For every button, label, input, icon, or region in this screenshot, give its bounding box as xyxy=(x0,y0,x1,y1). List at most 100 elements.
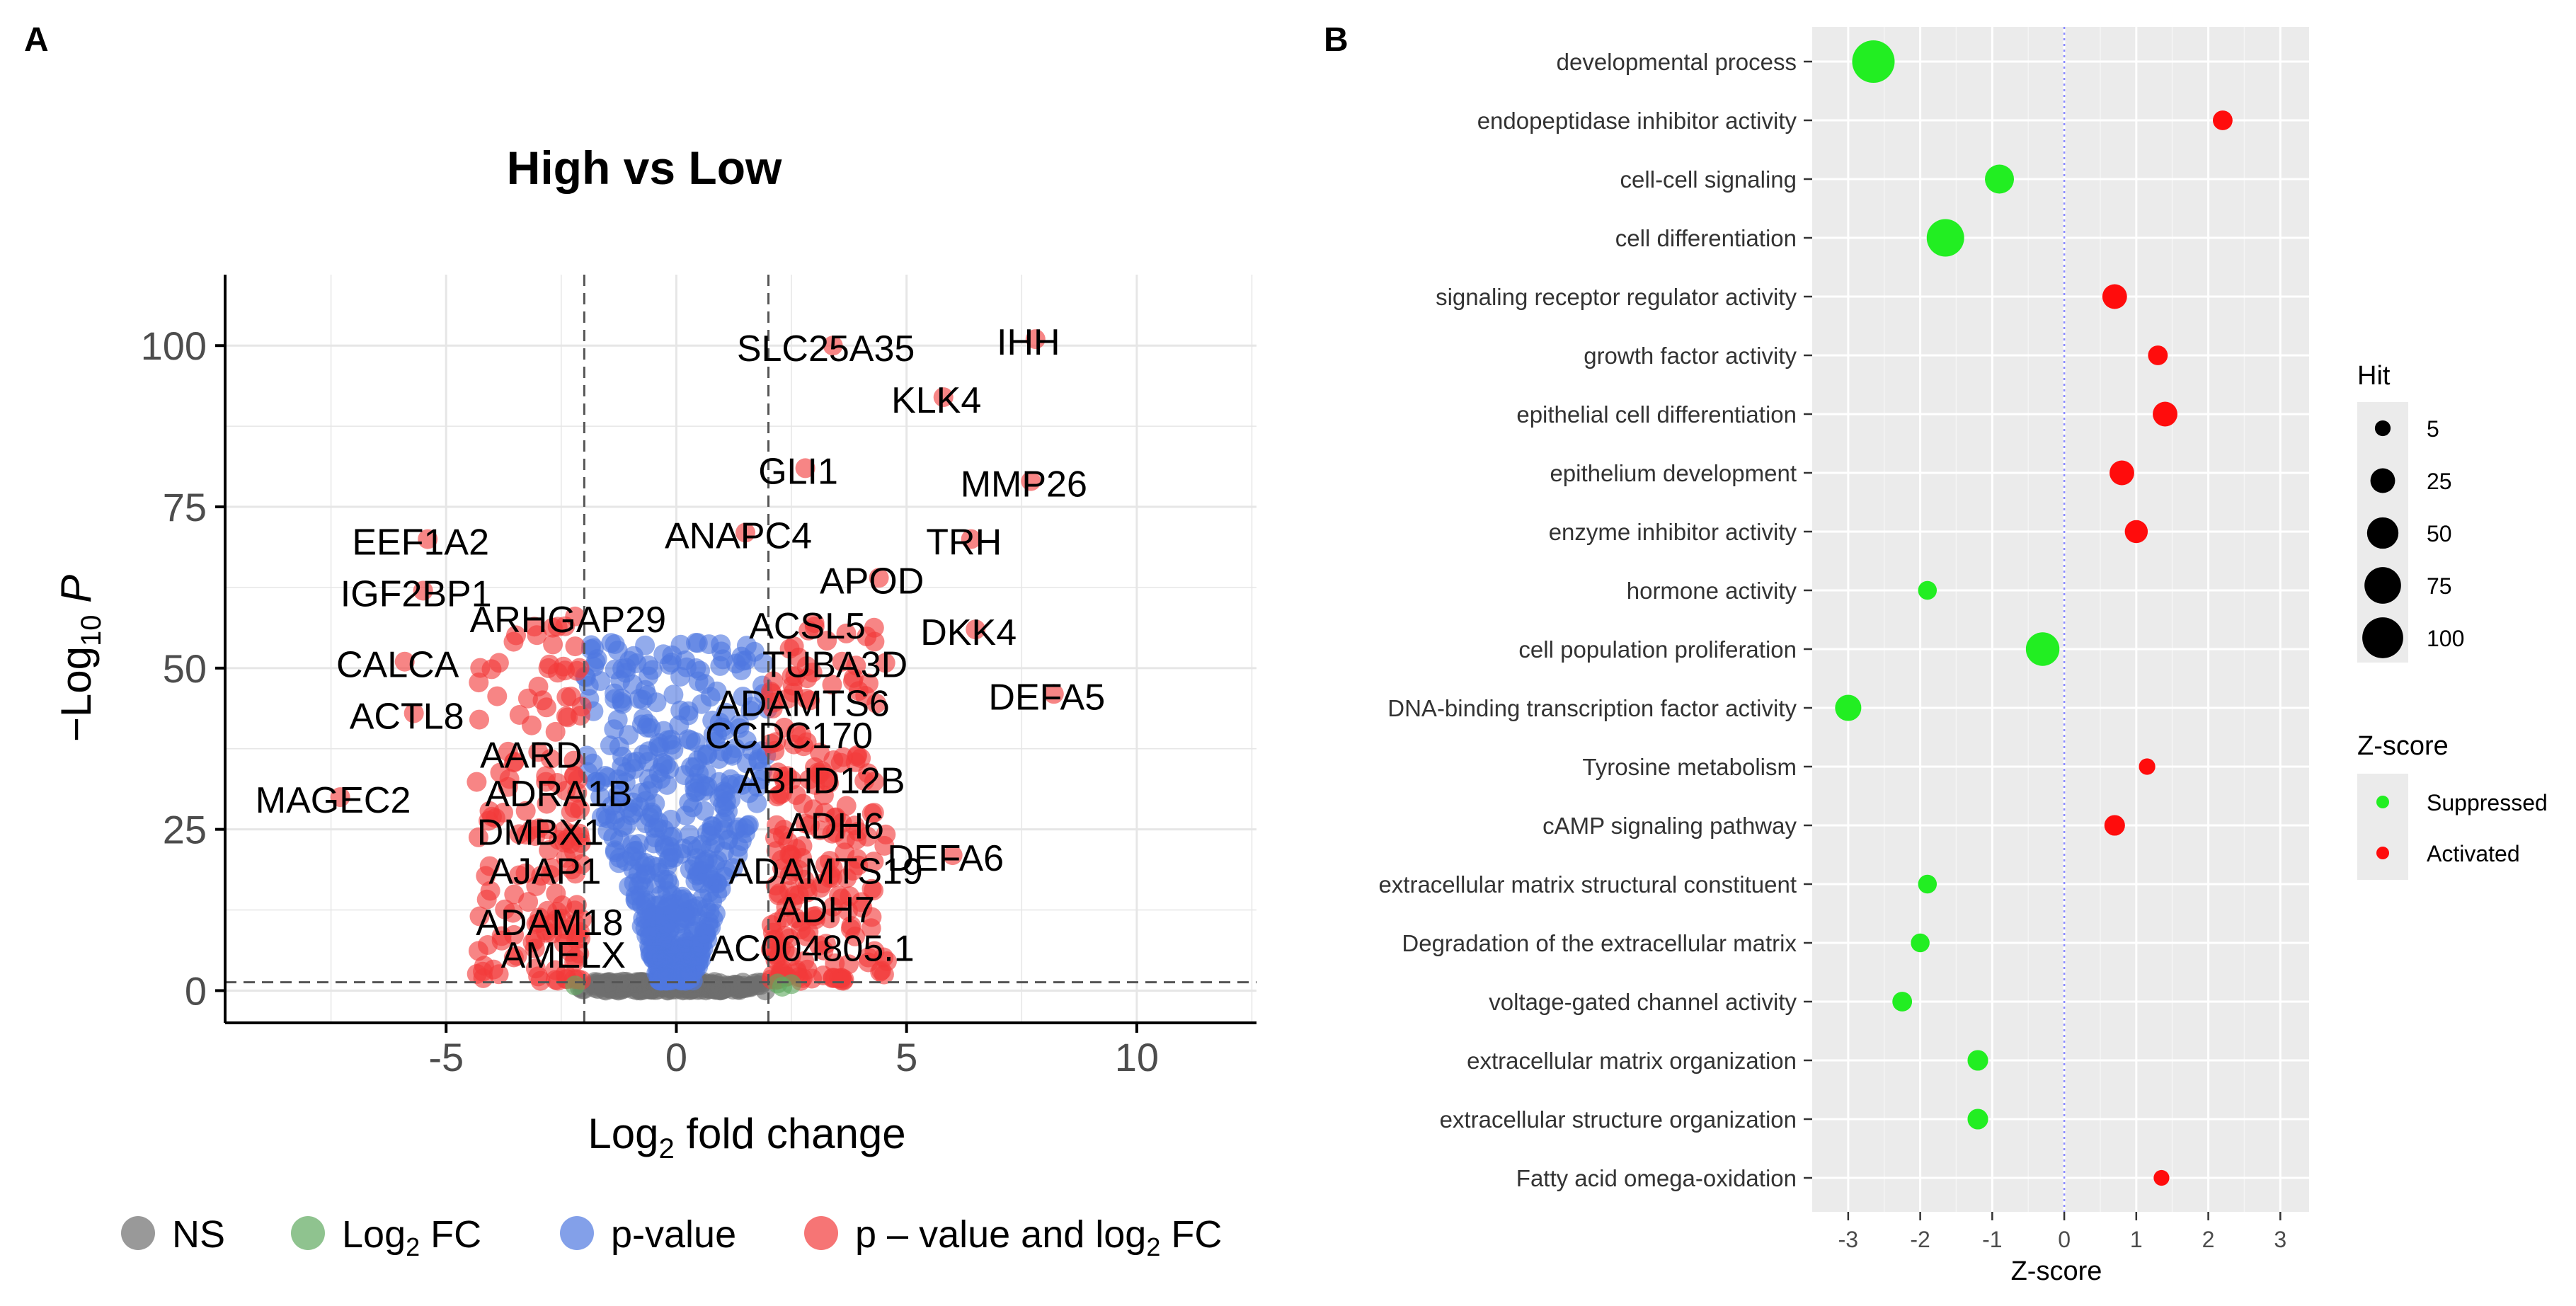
term-label: cell population proliferation xyxy=(1518,636,1797,663)
volcano-point xyxy=(515,801,536,821)
volcano-point xyxy=(571,928,591,949)
hit-legend-label: 5 xyxy=(2427,416,2439,442)
volcano-point xyxy=(629,834,649,854)
volcano-point xyxy=(466,772,487,792)
hit-legend-swatch xyxy=(2370,468,2395,493)
volcano-point xyxy=(487,686,508,706)
term-label: hormone activity xyxy=(1627,578,1797,604)
volcano-point xyxy=(330,787,350,808)
volcano-point xyxy=(772,784,792,804)
volcano-point xyxy=(800,690,820,711)
volcano-point xyxy=(674,765,694,786)
volcano-point xyxy=(469,672,489,693)
volcano-point xyxy=(413,580,433,601)
zscore-axes: developmental process endopeptidase inhib… xyxy=(1378,49,2286,1252)
volcano-point xyxy=(694,801,714,821)
volcano-point xyxy=(875,653,895,673)
volcano-point xyxy=(565,975,585,996)
volcano-point xyxy=(791,920,811,940)
term-label: cAMP signaling pathway xyxy=(1542,813,1797,839)
volcano-threshold-lines xyxy=(225,275,1256,1023)
volcano-point xyxy=(663,847,684,868)
volcano-point xyxy=(847,745,868,765)
volcano-point xyxy=(839,954,859,975)
volcano-point xyxy=(804,613,825,634)
volcano-gene-label: DMBX1 xyxy=(477,813,604,854)
volcano-point xyxy=(470,658,491,678)
volcano-gene-label: CCDC170 xyxy=(705,716,873,757)
volcano-point xyxy=(823,336,843,356)
zscore-point xyxy=(1918,874,1937,894)
volcano-point xyxy=(418,529,438,549)
volcano-gene-label: KLK4 xyxy=(891,380,981,421)
volcano-point xyxy=(810,820,830,841)
volcano-point xyxy=(495,899,515,920)
volcano-point xyxy=(842,671,863,692)
term-label: endopeptidase inhibitor activity xyxy=(1477,108,1797,134)
volcano-gene-label: TUBA3D xyxy=(762,645,908,686)
legend-swatch-both xyxy=(804,1216,838,1250)
zscore-point xyxy=(1852,40,1895,83)
volcano-gene-label: ANAPC4 xyxy=(665,515,812,556)
volcano-gene-label: DEFA6 xyxy=(887,838,1004,879)
volcano-point xyxy=(795,813,815,834)
volcano-point xyxy=(832,651,852,672)
volcano-point xyxy=(639,741,659,762)
volcano-point xyxy=(725,738,745,758)
volcano-point xyxy=(779,881,800,901)
volcano-point xyxy=(560,941,580,962)
volcano-point xyxy=(859,673,878,694)
volcano-point xyxy=(646,692,667,713)
volcano-gene-label: ADH6 xyxy=(786,806,884,847)
volcano-point xyxy=(493,803,513,823)
volcano-point xyxy=(469,709,489,730)
volcano-gene-label: AMELX xyxy=(501,935,626,976)
volcano-point xyxy=(591,807,612,827)
term-label: extracellular matrix structural constitu… xyxy=(1378,871,1797,898)
panel-a-letter: A xyxy=(24,21,49,59)
volcano-gene-label: DEFA5 xyxy=(988,677,1105,718)
volcano-point xyxy=(810,743,830,763)
zscore-point xyxy=(1918,580,1937,600)
volcano-point xyxy=(716,702,736,723)
volcano-point xyxy=(522,715,542,735)
legend-label-both: p – value and log2 FC xyxy=(855,1213,1222,1261)
zscore-x-tick-label: -1 xyxy=(1982,1227,2002,1252)
volcano-point xyxy=(813,966,833,985)
zscore-panel-background xyxy=(1812,27,2309,1212)
zscore-point xyxy=(2139,758,2156,775)
volcano-point xyxy=(806,906,826,926)
volcano-point xyxy=(556,781,576,801)
zscore-legend-label-suppressed: Suppressed xyxy=(2427,790,2548,815)
term-label: voltage-gated channel activity xyxy=(1489,989,1797,1015)
volcano-point xyxy=(933,387,954,408)
volcano-point xyxy=(527,625,547,646)
volcano-point xyxy=(864,772,884,792)
volcano-point xyxy=(966,619,986,640)
volcano-point xyxy=(818,767,839,788)
volcano-gene-label: ARHGAP29 xyxy=(470,600,666,641)
volcano-point xyxy=(600,735,620,755)
hit-legend-label: 25 xyxy=(2427,469,2452,494)
volcano-point xyxy=(861,907,882,927)
volcano-point xyxy=(694,674,715,694)
volcano-point xyxy=(728,837,749,857)
volcano-point xyxy=(658,730,678,750)
zscore-point xyxy=(2148,345,2168,365)
zscore-point xyxy=(1926,219,1964,257)
volcano-point xyxy=(657,949,677,970)
volcano-point xyxy=(809,935,830,956)
volcano-point xyxy=(605,842,625,862)
volcano-point xyxy=(789,647,809,668)
volcano-point xyxy=(761,733,782,754)
volcano-point xyxy=(740,700,761,721)
zscore-legend-key-background xyxy=(2357,774,2408,880)
volcano-point xyxy=(503,947,524,968)
volcano-point xyxy=(874,835,895,856)
volcano-point xyxy=(608,769,629,789)
volcano-point xyxy=(518,892,539,912)
volcano-point xyxy=(767,973,788,994)
volcano-gene-label: ACTL8 xyxy=(350,697,464,738)
zscore-point xyxy=(2153,1169,2170,1186)
